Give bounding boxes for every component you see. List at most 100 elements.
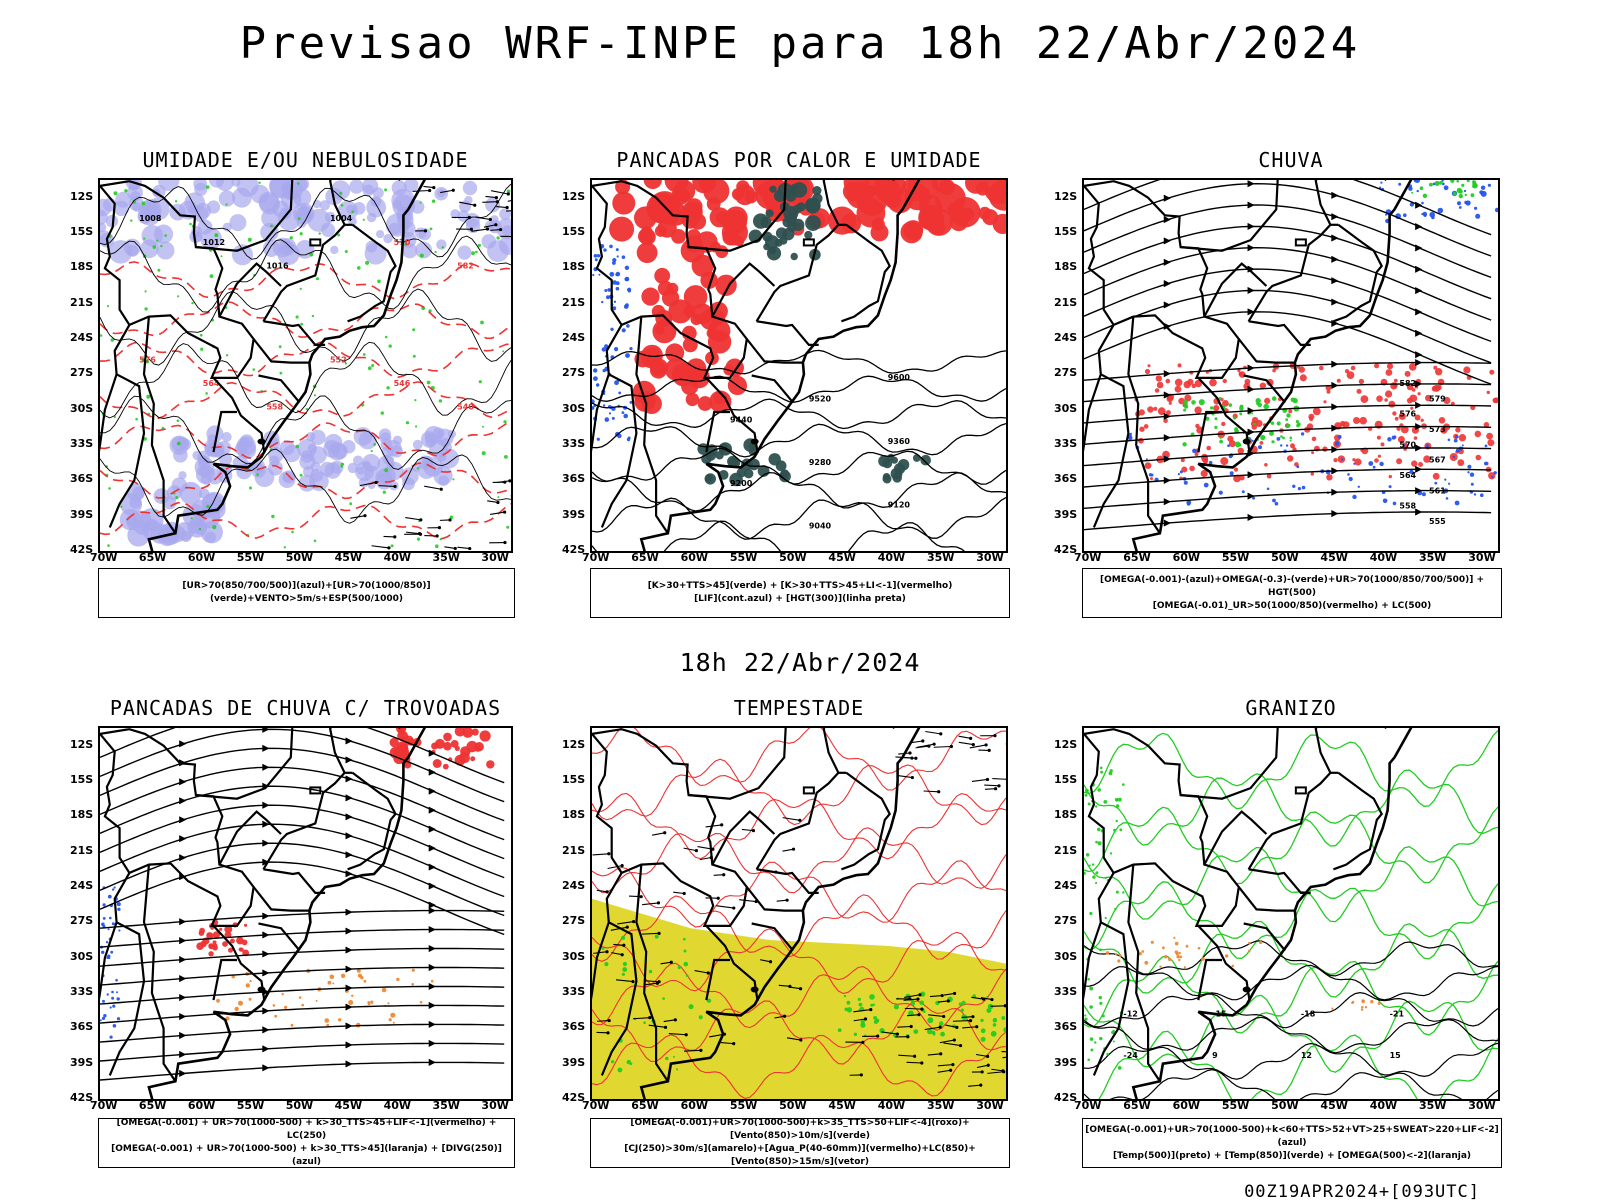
- lon-tick-label: 30W: [976, 1099, 1003, 1112]
- state-border: [1181, 728, 1279, 799]
- lat-tick-label: 15S: [562, 773, 585, 786]
- lon-tick-label: 65W: [1123, 1099, 1150, 1112]
- lagoa-mirim: [257, 986, 265, 992]
- lat-tick-label: 15S: [1054, 225, 1077, 238]
- state-border: [144, 865, 175, 1082]
- lat-tick-label: 36S: [562, 1020, 585, 1033]
- lagoa-mirim: [751, 986, 759, 992]
- contour-label: -12: [1123, 1010, 1137, 1019]
- contour-label: -24: [1123, 1051, 1138, 1060]
- temp850-contour: [1084, 1031, 1498, 1099]
- legend-line: [OMEGA(-0.001)-(azul)+OMEGA(-0.3)-(verde…: [1083, 574, 1501, 600]
- legend-line: [CJ(250)>30m/s](amarelo)+[Agua_P(40-60mm…: [591, 1143, 1009, 1169]
- lat-tick-label: 21S: [1054, 844, 1077, 857]
- lon-tick-label: 30W: [1468, 551, 1495, 564]
- lat-tick-label: 18S: [1054, 260, 1077, 273]
- lat-tick-label: 30S: [70, 402, 93, 415]
- lon-tick-label: 55W: [1222, 551, 1249, 564]
- temp850-contour: [1084, 770, 1498, 846]
- contour-label: 555: [1429, 517, 1446, 526]
- lon-tick-label: 45W: [1320, 551, 1347, 564]
- lat-tick-label: 36S: [1054, 472, 1077, 485]
- state-border: [1128, 317, 1160, 534]
- map-svg: [100, 728, 511, 1099]
- lon-tick-label: 50W: [1271, 1099, 1298, 1112]
- contour-label: 12: [1301, 1051, 1312, 1060]
- lon-tick-label: 45W: [828, 1099, 855, 1112]
- lat-tick-label: 12S: [562, 738, 585, 751]
- lon-tick-label: 70W: [1074, 1099, 1101, 1112]
- lon-tick-label: 50W: [779, 1099, 806, 1112]
- lat-tick-label: 15S: [562, 225, 585, 238]
- orange-omega-east: [1331, 999, 1380, 1011]
- contour-label: 558: [1399, 502, 1416, 511]
- hgt300-contour: [592, 498, 1006, 540]
- panel-legend: [K>30+TTS>45](verde) + [K>30+TTS>45+LI<-…: [590, 568, 1010, 618]
- state-border: [841, 773, 889, 870]
- contour-label: 540: [457, 403, 474, 412]
- hgt300-contour: [592, 473, 1006, 511]
- lc850-contour: [592, 861, 1006, 927]
- blue-divergence: [100, 886, 121, 1038]
- lon-tick-label: 65W: [1123, 551, 1150, 564]
- lat-tick-label: 33S: [1054, 437, 1077, 450]
- lat-tick-label: 24S: [70, 879, 93, 892]
- brasilia-df: [310, 239, 320, 245]
- lat-tick-label: 21S: [70, 844, 93, 857]
- lat-tick-label: 33S: [70, 985, 93, 998]
- mid-date-label: 18h 22/Abr/2024: [0, 648, 1600, 677]
- legend-line: [OMEGA(-0.001) + UR>70(1000-500) + k>30_…: [99, 1117, 514, 1143]
- lon-tick-label: 65W: [139, 551, 166, 564]
- lon-tick-label: 60W: [681, 1099, 708, 1112]
- legend-line: [OMEGA(-0.001) + UR>70(1000-500) + k>30_…: [99, 1143, 514, 1169]
- lon-tick-label: 70W: [1074, 551, 1101, 564]
- humidity-lavender-band: [170, 425, 460, 492]
- lon-tick-label: 60W: [681, 551, 708, 564]
- temp850-contour: [1084, 807, 1498, 884]
- panel-title: TEMPESTADE: [590, 696, 1008, 720]
- contour-label: 15: [1390, 1051, 1402, 1060]
- state-border: [1239, 339, 1295, 363]
- panel-title: CHUVA: [1082, 148, 1500, 172]
- state-border: [1249, 869, 1311, 893]
- state-border: [752, 376, 793, 403]
- state-border: [1249, 321, 1311, 345]
- humidity-lavender-sw: [120, 482, 226, 547]
- lat-tick-label: 21S: [70, 296, 93, 309]
- hgt300-contour: [592, 448, 1006, 484]
- contour-label: 570: [1399, 440, 1416, 449]
- panel-title: UMIDADE E/OU NEBULOSIDADE: [98, 148, 513, 172]
- lon-tick-label: 65W: [631, 551, 658, 564]
- temp500-contour: [1084, 965, 1498, 1000]
- lat-tick-label: 39S: [562, 1056, 585, 1069]
- contour-label: 567: [1429, 456, 1446, 465]
- contour-label: 573: [1429, 425, 1446, 434]
- lat-tick-label: 30S: [562, 950, 585, 963]
- lat-tick-label: 27S: [562, 914, 585, 927]
- state-border: [1249, 180, 1331, 321]
- lat-tick-label: 36S: [70, 472, 93, 485]
- lon-tick-label: 60W: [188, 551, 215, 564]
- contour-label: 9360: [888, 437, 911, 446]
- lc850-contour: [592, 828, 1006, 893]
- lon-tick-label: 70W: [582, 551, 609, 564]
- lon-tick-label: 30W: [481, 1099, 508, 1112]
- lat-tick-label: 30S: [70, 950, 93, 963]
- contour-label: 9520: [809, 394, 832, 403]
- lat-tick-label: 33S: [562, 985, 585, 998]
- contour-label: 9600: [888, 373, 911, 382]
- legend-line: [OMEGA(-0.01)_UR>50(1000/850)(vermelho) …: [1153, 600, 1432, 613]
- panel-title: PANCADAS DE CHUVA C/ TROVOADAS: [98, 696, 513, 720]
- orange-cells: [216, 969, 433, 1028]
- lat-tick-label: 15S: [70, 225, 93, 238]
- contour-label: 1008: [139, 214, 162, 223]
- temp500-contour: [1084, 941, 1498, 976]
- map-area: [590, 726, 1008, 1101]
